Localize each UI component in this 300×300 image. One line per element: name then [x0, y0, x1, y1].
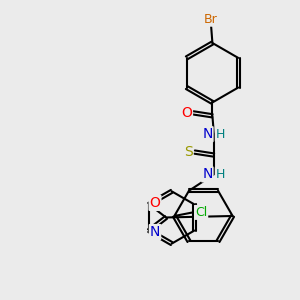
Text: Br: Br	[204, 13, 218, 26]
Text: S: S	[184, 145, 192, 159]
Text: H: H	[216, 128, 225, 141]
Text: N: N	[202, 127, 213, 141]
Text: O: O	[181, 106, 192, 120]
Text: Cl: Cl	[195, 206, 207, 219]
Text: N: N	[202, 167, 213, 182]
Text: N: N	[150, 225, 160, 239]
Text: O: O	[150, 196, 160, 210]
Text: H: H	[216, 168, 225, 181]
